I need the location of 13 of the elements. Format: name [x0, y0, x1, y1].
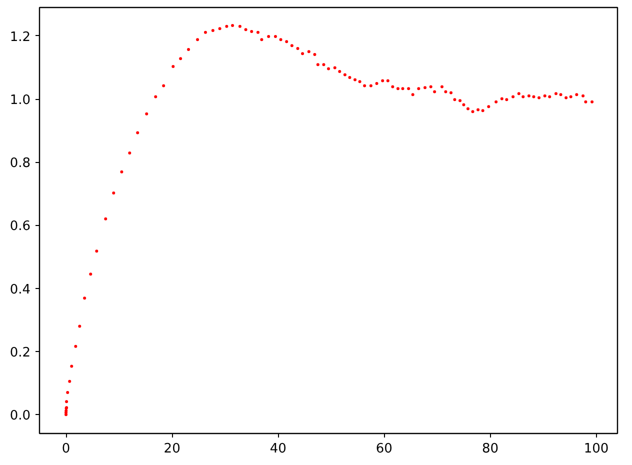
y-tick-label: 1.2: [10, 30, 31, 45]
x-tick-label: 80: [482, 442, 499, 456]
y-tick-label: 0.4: [10, 282, 31, 298]
y-tick-label: 0.6: [10, 219, 31, 234]
y-tick-label: 0.2: [10, 345, 31, 360]
y-tick-label: 0.8: [10, 156, 31, 172]
y-tick-label: 0.0: [10, 408, 31, 424]
x-tick-label: 0: [62, 442, 70, 456]
x-tick-label: 100: [584, 442, 609, 456]
x-tick-label: 20: [164, 442, 180, 456]
x-tick-label: 40: [270, 442, 286, 456]
y-tick-label: 1.0: [10, 93, 31, 108]
x-tick-label: 60: [376, 442, 392, 456]
